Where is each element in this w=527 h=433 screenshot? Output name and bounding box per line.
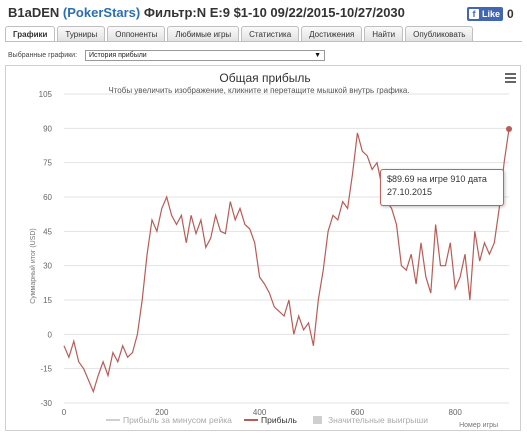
legend-label: Прибыль: [261, 415, 298, 425]
y-tick-label: 60: [43, 193, 52, 202]
y-tick-label: -15: [40, 365, 52, 374]
chart-title: Общая прибыль: [219, 71, 310, 85]
tooltip-line-2: 27.10.2015: [387, 187, 433, 197]
tab-opponents[interactable]: Оппоненты: [107, 26, 166, 41]
chart-container[interactable]: 105 90 75 60 45 30 15 0 -15 -30 0 200 400 600 800 Общ…: [5, 65, 521, 431]
tab-find[interactable]: Найти: [364, 26, 404, 41]
menu-icon[interactable]: [505, 73, 516, 83]
x-tick-label: 600: [351, 408, 365, 417]
legend-label: Значительные выигрыши: [328, 415, 428, 425]
graph-select-value: История прибыли: [89, 52, 147, 59]
y-tick-label: 15: [43, 296, 52, 305]
x-tick-label: 400: [253, 408, 267, 417]
y-tick-label: 30: [43, 262, 52, 271]
legend-item-profit[interactable]: Прибыль: [244, 415, 298, 425]
graph-select-label: Выбранные графики:: [8, 52, 78, 59]
profit-chart[interactable]: 105 90 75 60 45 30 15 0 -15 -30 0 200 400 600 800 Общ…: [6, 66, 520, 430]
like-count: 0: [507, 7, 514, 21]
room-label: PokerStars: [67, 5, 136, 20]
room-name: (PokerStars): [62, 5, 141, 20]
legend-item-profit-minus-rake[interactable]: Прибыль за минусом рейка: [106, 415, 232, 425]
facebook-like-button[interactable]: f Like: [467, 7, 503, 21]
tab-achievements[interactable]: Достижения: [301, 26, 363, 41]
legend-item-big-wins[interactable]: Значительные выигрыши: [313, 415, 428, 425]
profit-series-line: [63, 128, 510, 394]
tab-statistics[interactable]: Статистика: [241, 26, 300, 41]
x-tick-label: 200: [155, 408, 169, 417]
tab-graphs[interactable]: Графики: [5, 26, 56, 42]
filter-text: Фильтр:N E:9 $1-10 09/22/2015-10/27/2030: [143, 5, 405, 20]
y-tick-label: 45: [43, 227, 52, 236]
tooltip-line-1: $89.69 на игре 910 дата: [387, 174, 487, 184]
player-name[interactable]: B1aDEN: [8, 5, 60, 20]
legend-swatch: [313, 416, 322, 424]
x-axis-label: Номер игры: [459, 422, 498, 429]
y-tick-label: 75: [43, 159, 52, 168]
facebook-icon: f: [469, 9, 479, 19]
tab-divider: [5, 41, 522, 42]
like-label: Like: [482, 9, 501, 19]
highlighted-data-point[interactable]: [506, 126, 512, 133]
x-tick-label: 0: [62, 408, 67, 417]
data-tooltip: $89.69 на игре 910 дата 27.10.2015: [380, 169, 504, 206]
x-tick-label: 800: [449, 408, 463, 417]
page-header: B1aDEN (PokerStars) Фильтр:N E:9 $1-10 0…: [8, 5, 405, 23]
tab-favorite-games[interactable]: Любимые игры: [167, 26, 240, 41]
y-tick-label: 105: [39, 90, 53, 99]
tab-bar: Графики Турниры Оппоненты Любимые игры С…: [5, 26, 475, 42]
y-tick-label: -30: [40, 399, 52, 408]
y-tick-label: 0: [48, 330, 53, 339]
y-axis-label: Суммарный итог (USD): [29, 228, 37, 304]
graph-select[interactable]: История прибыли ▼: [85, 50, 325, 61]
tab-tournaments[interactable]: Турниры: [57, 26, 106, 41]
legend-label: Прибыль за минусом рейка: [123, 415, 232, 425]
tab-publish[interactable]: Опубликовать: [405, 26, 474, 41]
y-tick-label: 90: [43, 124, 52, 133]
dropdown-arrow-icon: ▼: [314, 52, 321, 59]
chart-subtitle: Чтобы увеличить изображение, кликните и …: [108, 86, 409, 95]
